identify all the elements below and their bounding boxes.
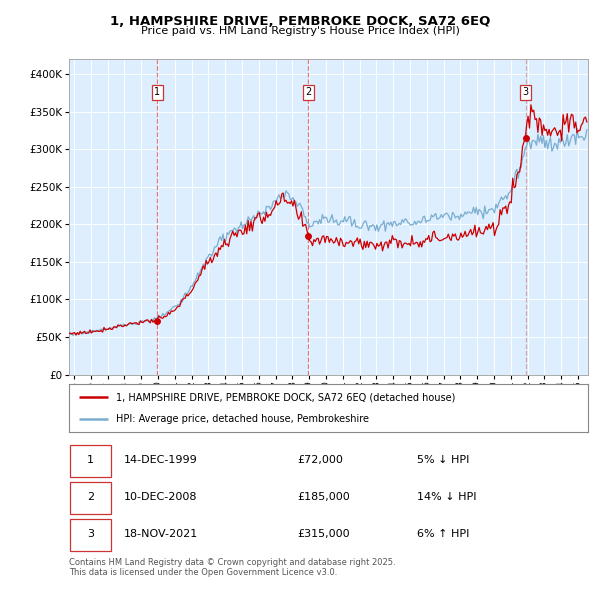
Text: 2: 2 <box>305 87 311 97</box>
Text: 10-DEC-2008: 10-DEC-2008 <box>124 491 197 502</box>
Text: 3: 3 <box>87 529 94 539</box>
FancyBboxPatch shape <box>70 519 110 550</box>
Text: 1: 1 <box>87 455 94 465</box>
Text: £185,000: £185,000 <box>298 491 350 502</box>
Text: 1, HAMPSHIRE DRIVE, PEMBROKE DOCK, SA72 6EQ (detached house): 1, HAMPSHIRE DRIVE, PEMBROKE DOCK, SA72 … <box>116 392 455 402</box>
Text: 14-DEC-1999: 14-DEC-1999 <box>124 455 197 465</box>
Text: 3: 3 <box>523 87 529 97</box>
Text: 14% ↓ HPI: 14% ↓ HPI <box>417 491 476 502</box>
FancyBboxPatch shape <box>70 482 110 513</box>
Text: Contains HM Land Registry data © Crown copyright and database right 2025.
This d: Contains HM Land Registry data © Crown c… <box>69 558 395 577</box>
FancyBboxPatch shape <box>70 445 110 477</box>
Text: 1: 1 <box>154 87 160 97</box>
Text: £72,000: £72,000 <box>298 455 343 465</box>
Text: HPI: Average price, detached house, Pembrokeshire: HPI: Average price, detached house, Pemb… <box>116 414 369 424</box>
Text: Price paid vs. HM Land Registry's House Price Index (HPI): Price paid vs. HM Land Registry's House … <box>140 26 460 36</box>
Text: 2: 2 <box>87 491 94 502</box>
Text: 18-NOV-2021: 18-NOV-2021 <box>124 529 198 539</box>
Text: 5% ↓ HPI: 5% ↓ HPI <box>417 455 469 465</box>
Text: £315,000: £315,000 <box>298 529 350 539</box>
Text: 6% ↑ HPI: 6% ↑ HPI <box>417 529 469 539</box>
Text: 1, HAMPSHIRE DRIVE, PEMBROKE DOCK, SA72 6EQ: 1, HAMPSHIRE DRIVE, PEMBROKE DOCK, SA72 … <box>110 15 490 28</box>
